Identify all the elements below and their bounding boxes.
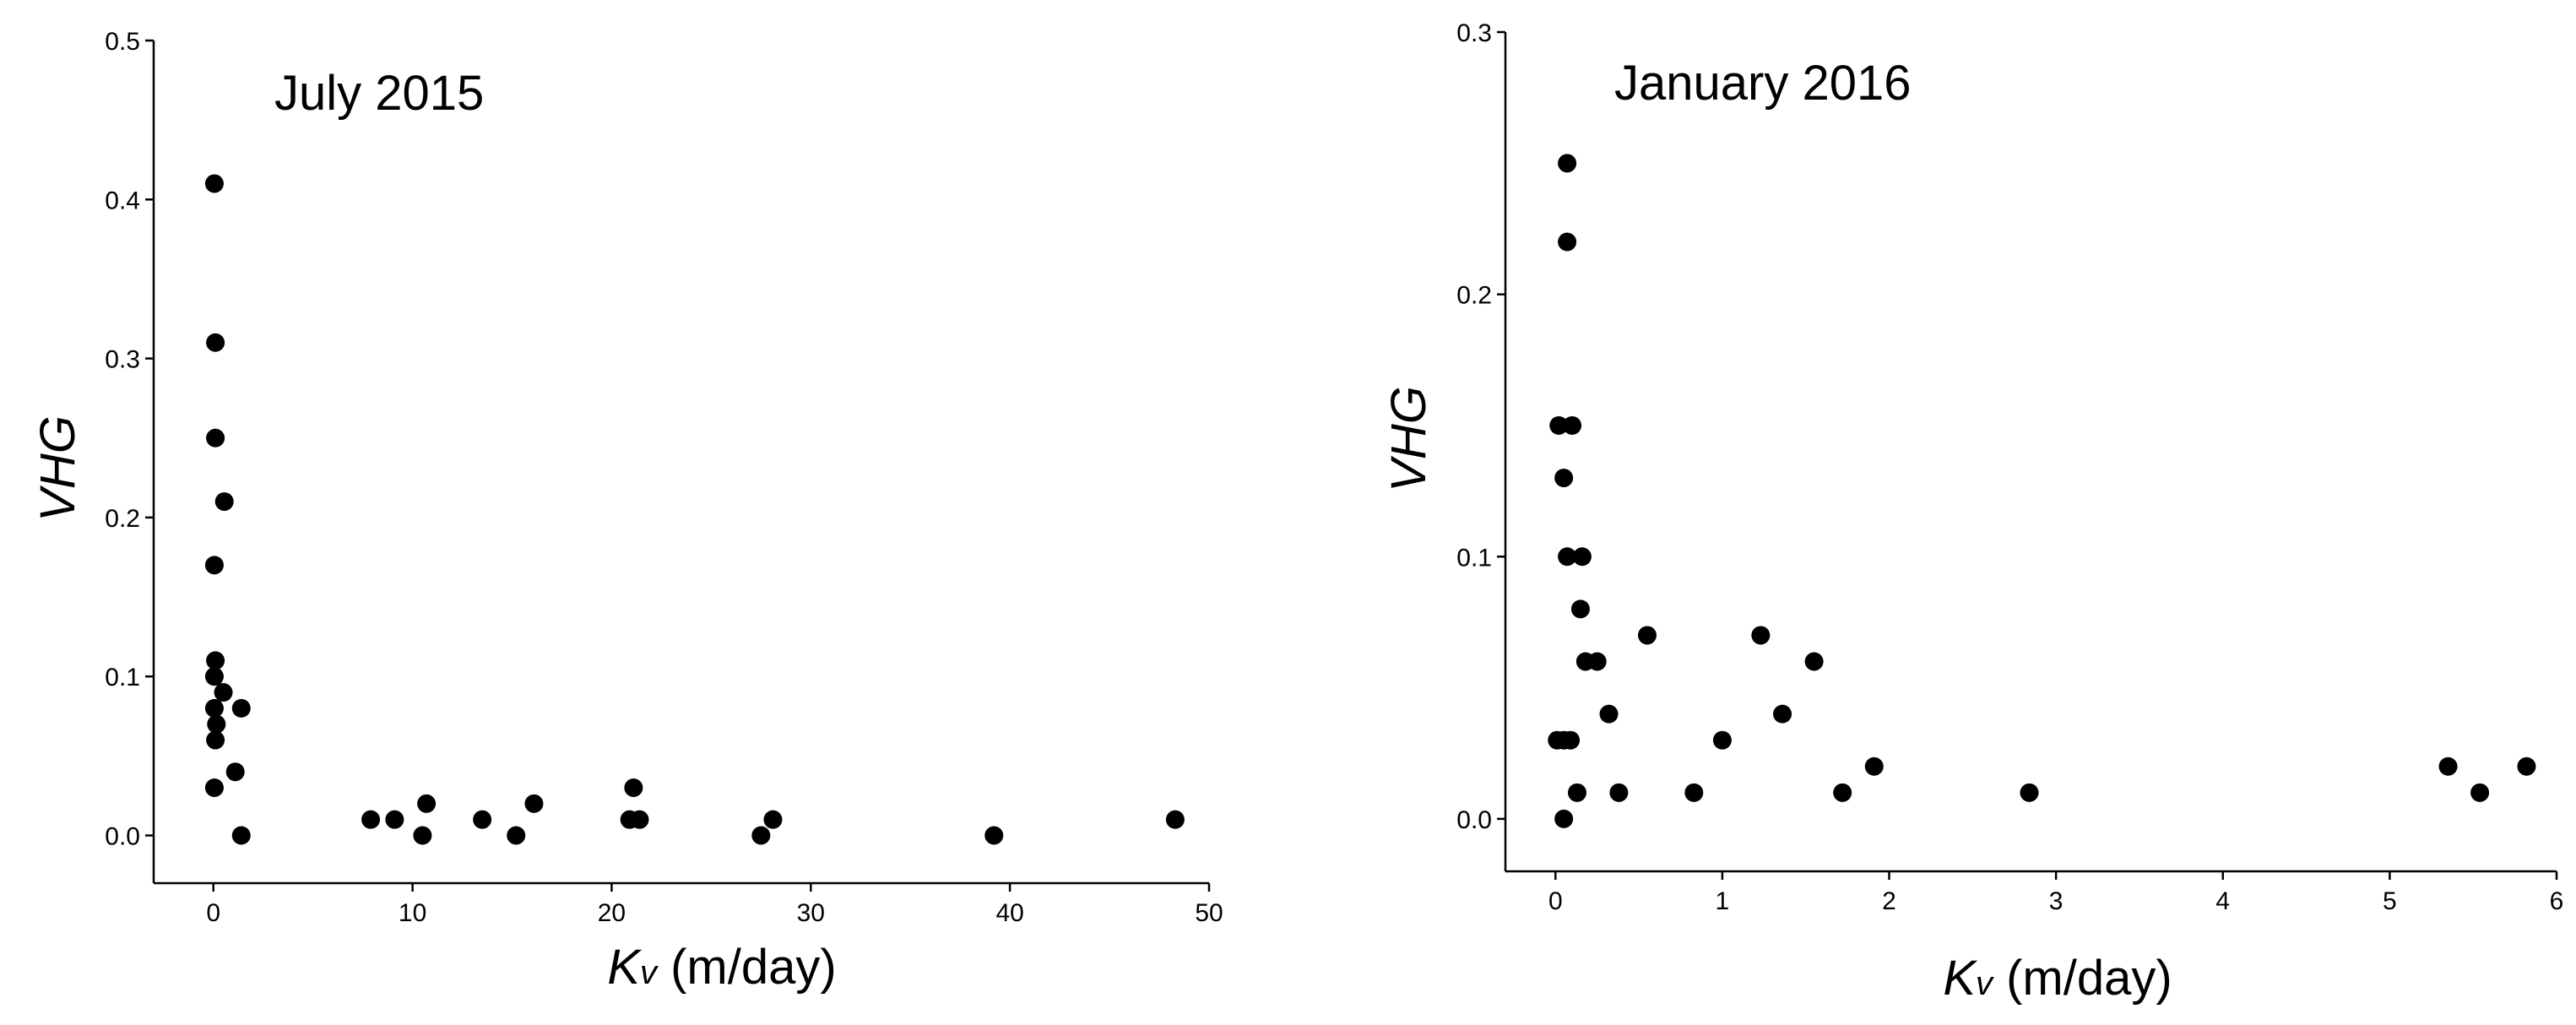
chart-panel-july-2015: July 2015 VHG Kv (m/day) 0.0 0.1 0.2 0.3 0.4… (30, 28, 1223, 995)
x-tick-label: 40 (995, 899, 1023, 927)
y-tick-label: 0.3 (1456, 19, 1492, 47)
y-axis-title: VHG (30, 415, 85, 522)
data-point (524, 794, 544, 813)
data-point (1549, 415, 1569, 435)
x-tick-label: 4 (2215, 887, 2230, 915)
data-point (1554, 809, 1574, 828)
data-points (1548, 154, 2536, 828)
data-point (1567, 783, 1586, 802)
data-point (206, 730, 225, 750)
data-point (207, 714, 226, 734)
x-axis-title-symbol: K (607, 940, 642, 995)
chart-title: July 2015 (274, 66, 484, 121)
data-point (214, 683, 233, 702)
x-axis-title-symbol: K (1943, 951, 1977, 1006)
data-point (751, 826, 771, 845)
y-tick-label: 0.0 (105, 823, 140, 851)
data-point (507, 826, 526, 845)
data-point (1587, 652, 1607, 671)
y-tick-label: 0.4 (105, 187, 140, 214)
data-point (1864, 757, 1884, 776)
data-point (1570, 599, 1590, 619)
x-tick-label: 30 (797, 899, 825, 927)
axes: 0.0 0.1 0.2 0.3 0.4 0.5 0 10 20 30 40 50 (105, 28, 1223, 927)
y-axis-title: VHG (1381, 386, 1436, 492)
y-tick-label: 0.1 (105, 664, 140, 691)
y-tick-label: 0.5 (105, 28, 140, 56)
x-tick-label: 3 (2049, 887, 2064, 915)
data-point (1609, 783, 1629, 802)
data-point (630, 810, 649, 829)
data-point (231, 826, 251, 845)
data-point (1712, 730, 1732, 750)
data-point (1563, 415, 1582, 435)
x-tick-label: 50 (1195, 899, 1223, 927)
chart-panel-january-2016: January 2016 VHG Kv (m/day) 0.0 0.1 0.2 0.3… (1381, 19, 2563, 1006)
y-tick-label: 0.1 (1456, 544, 1492, 572)
data-point (385, 810, 404, 829)
data-point (1599, 704, 1619, 724)
data-point (1833, 783, 1852, 802)
data-point (1572, 547, 1592, 567)
data-point (624, 778, 643, 798)
x-axis-title-unit: (m/day) (1993, 951, 2172, 1006)
data-points (204, 174, 1185, 845)
x-tick-label: 2 (1882, 887, 1896, 915)
data-point (206, 651, 225, 670)
y-tick-label: 0.2 (105, 505, 140, 533)
data-point (1684, 783, 1704, 802)
x-axis-title-unit: (m/day) (657, 940, 837, 995)
y-tick-label: 0.0 (1456, 806, 1492, 834)
chart-title: January 2016 (1614, 56, 1911, 111)
data-point (204, 667, 224, 686)
data-point (204, 174, 224, 193)
data-point (204, 556, 224, 575)
data-point (2517, 757, 2536, 776)
data-point (1165, 810, 1185, 829)
data-point (763, 810, 783, 829)
data-point (473, 810, 492, 829)
data-point (361, 810, 381, 829)
data-point (1751, 626, 1771, 645)
data-point (1561, 730, 1581, 750)
data-point (1804, 652, 1824, 671)
data-point (206, 428, 225, 447)
data-point (204, 698, 224, 718)
x-tick-label: 0 (206, 899, 220, 927)
data-point (204, 778, 224, 798)
y-tick-label: 0.2 (1456, 282, 1492, 310)
data-point (214, 492, 234, 512)
data-point (1558, 232, 1577, 252)
data-point (1554, 469, 1574, 488)
data-point (206, 333, 225, 352)
x-tick-label: 20 (598, 899, 626, 927)
data-point (1558, 154, 1577, 173)
data-point (1637, 626, 1657, 645)
data-point (1558, 547, 1577, 567)
data-point (984, 826, 1004, 845)
data-point (2470, 783, 2490, 802)
data-point (231, 698, 251, 718)
x-axis-title-subscript: v (1976, 965, 1994, 1002)
x-tick-label: 5 (2383, 887, 2397, 915)
data-point (225, 762, 245, 782)
x-axis-title-subscript: v (640, 954, 659, 991)
x-tick-label: 6 (2550, 887, 2564, 915)
data-point (413, 826, 432, 845)
x-axis-title: Kv (m/day) (607, 940, 836, 995)
x-axis-title: Kv (m/day) (1943, 951, 2172, 1006)
x-tick-label: 10 (399, 899, 426, 927)
x-tick-label: 0 (1548, 887, 1563, 915)
data-point (2020, 783, 2039, 802)
data-point (2438, 757, 2458, 776)
y-tick-label: 0.3 (105, 346, 140, 374)
data-point (1773, 704, 1792, 724)
axes: 0.0 0.1 0.2 0.3 0 1 2 3 4 5 6 (1456, 19, 2563, 915)
data-point (417, 794, 437, 813)
x-tick-label: 1 (1716, 887, 1730, 915)
